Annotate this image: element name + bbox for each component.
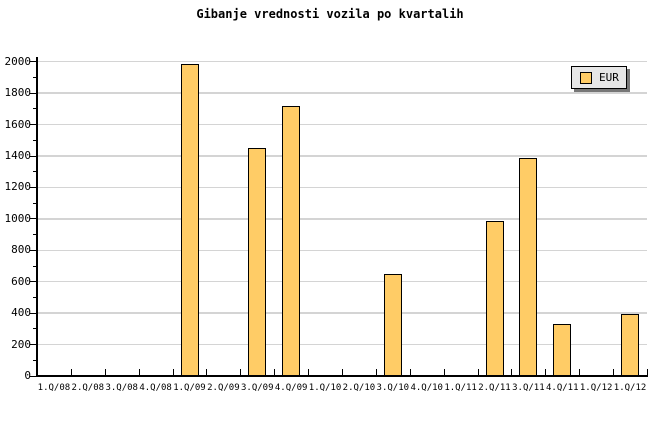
x-axis-label: 1.Q/12 [579,383,613,393]
y-axis-tick [30,61,37,63]
x-axis-tick [342,369,343,375]
x-axis-tick [647,369,648,375]
x-axis-label: 2.Q/11 [478,383,511,393]
y-gridline [37,155,647,157]
x-axis-tick [443,369,445,375]
x-axis-tick [375,369,377,375]
bar-1.Q/09 [180,64,199,376]
y-axis-label: 1000 [4,211,32,225]
y-gridline [37,280,647,283]
legend-swatch-icon [580,71,592,84]
y-gridline [37,218,647,220]
x-axis-tick [104,369,106,375]
x-axis-tick [240,369,242,375]
x-axis-label: 1.Q/11 [444,383,477,393]
x-axis-tick [511,369,513,375]
y-axis-tick [33,234,37,236]
y-axis-label: 1800 [4,86,32,100]
y-axis-tick [33,171,37,173]
legend-label-eur: EUR [599,71,619,84]
y-axis-tick [30,155,37,157]
x-axis-tick [545,369,547,375]
y-axis-label: 800 [11,243,31,257]
bar-4.Q/11 [553,324,572,376]
y-gridline [37,186,647,189]
y-axis-tick [30,312,37,314]
x-axis-label: 3.Q/11 [512,383,545,393]
y-gridline [37,60,647,63]
y-gridline [37,343,647,346]
x-axis-tick [37,369,38,375]
x-axis-label: 1.Q/09 [173,383,206,393]
x-axis-label: 2.Q/08 [71,383,105,393]
x-axis-tick [613,369,615,375]
x-axis-tick [172,369,174,375]
x-axis-label: 3.Q/10 [376,383,410,393]
x-axis-tick [409,369,411,375]
y-axis-label: 1600 [4,117,32,131]
y-axis-tick [33,265,37,267]
y-axis-tick [33,202,37,204]
y-axis-tick [30,281,37,283]
y-axis-tick [33,359,37,361]
y-gridline [37,123,647,126]
y-axis-label: 2000 [4,54,32,68]
y-axis-tick [30,344,37,346]
bar-2.Q/11 [485,221,504,376]
bar-1.Q/12 [621,313,640,376]
x-axis-tick [206,369,208,375]
y-gridline [37,249,647,252]
x-axis-tick [274,369,276,375]
x-axis-label: 2.Q/10 [342,383,376,393]
y-axis-tick [33,296,37,298]
x-axis-label: 3.Q/08 [105,383,138,393]
bar-3.Q/11 [519,157,538,376]
y-axis-tick [33,328,37,330]
bar-3.Q/09 [248,148,267,376]
x-axis-tick [579,369,581,375]
x-axis-label: 4.Q/10 [410,383,443,393]
y-axis-label: 1400 [4,149,32,162]
x-axis-label: 2.Q/09 [207,383,240,393]
y-axis-label: 600 [11,274,31,288]
chart-title: Gibanje vrednosti vozila po kvartalih [196,7,464,21]
y-axis-label: 200 [11,337,31,351]
y-axis-tick [33,139,37,141]
y-axis-label: 0 [24,369,31,382]
x-axis-line [36,375,648,377]
legend: EUR [571,66,627,89]
x-axis-tick [308,369,310,375]
y-axis-label: 1200 [4,180,32,194]
bar-3.Q/10 [383,273,402,376]
y-axis-tick [33,108,37,110]
y-axis-tick [30,186,37,188]
x-axis-tick [138,369,140,375]
x-axis-tick [70,369,72,375]
x-axis-label: 3.Q/09 [241,383,274,393]
bar-4.Q/09 [282,105,301,376]
x-axis-label: 4.Q/11 [546,383,579,393]
x-axis-label: 1.Q/10 [308,383,342,393]
y-axis-tick [30,375,37,377]
y-axis-tick [30,124,37,126]
x-axis-label: 1.Q/12 [613,383,647,393]
y-axis-tick [30,249,37,251]
y-axis-tick [30,218,37,220]
x-axis-label: 1.Q/08 [37,383,71,393]
y-axis-tick [30,92,37,94]
y-gridline [37,312,647,314]
x-axis-label: 4.Q/09 [274,383,308,393]
y-axis-line [36,57,38,377]
y-gridline [37,92,647,94]
x-axis-tick [477,369,479,375]
x-axis-label: 4.Q/08 [139,383,172,393]
y-axis-tick [33,76,37,78]
y-axis-label: 400 [11,306,31,320]
